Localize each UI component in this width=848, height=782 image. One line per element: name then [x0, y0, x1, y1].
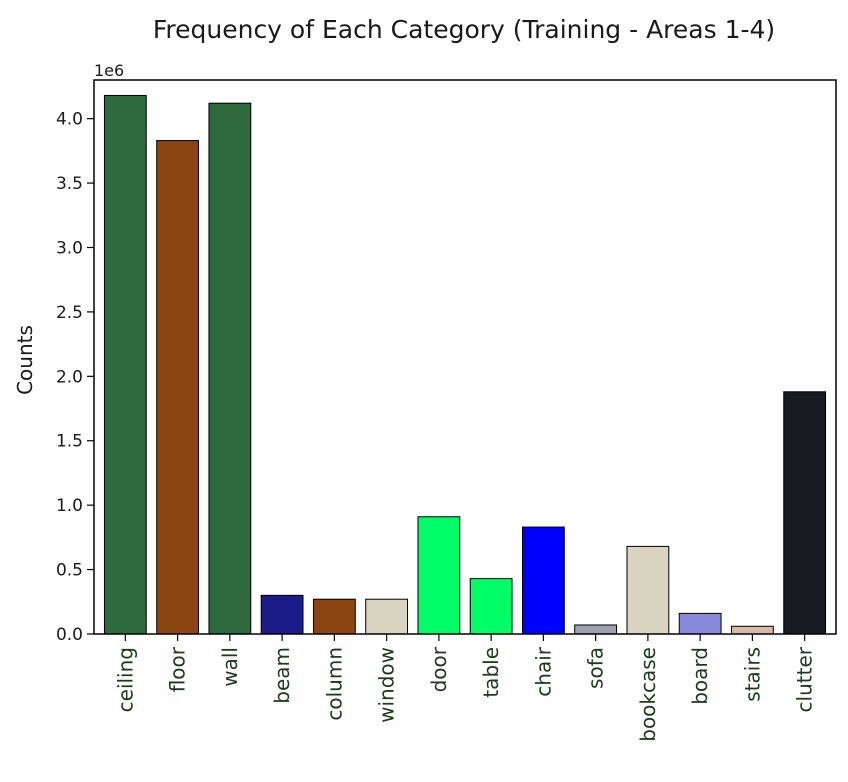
y-tick-label: 3.0 [56, 238, 83, 258]
bar-column [312, 598, 356, 635]
x-tick-label-chair: chair [531, 646, 555, 696]
x-tick-label-board: board [688, 647, 712, 705]
bar-wall [208, 102, 252, 635]
bar-door [417, 516, 461, 635]
bar-floor [156, 140, 200, 635]
x-tick-label-column: column [322, 647, 346, 721]
y-axis-scale-label: 1e6 [94, 61, 124, 80]
bar-table [469, 578, 513, 635]
y-tick-label: 2.0 [56, 367, 83, 387]
bar-stairs [730, 625, 774, 635]
bar-sofa [574, 624, 618, 635]
y-tick-label: 3.5 [56, 174, 83, 194]
y-tick-label: 4.0 [56, 110, 83, 130]
y-tick-label: 1.0 [56, 496, 83, 516]
x-tick-label-door: door [427, 646, 451, 692]
y-tick-label: 1.5 [56, 432, 83, 452]
x-tick-label-wall: wall [218, 647, 242, 687]
bar-clutter [783, 391, 827, 635]
x-tick-label-stairs: stairs [740, 647, 764, 702]
x-tick-label-table: table [479, 647, 503, 698]
x-tick-label-clutter: clutter [793, 646, 817, 712]
bar-beam [260, 594, 304, 635]
bars-layer [103, 94, 827, 635]
y-tick-label: 0.5 [56, 561, 83, 581]
bar-chair [521, 526, 565, 635]
y-tick-label: 0.0 [56, 625, 83, 645]
x-tick-label-floor: floor [166, 646, 190, 692]
x-axis-ticks: ceiling floor wall beam column window door tabl… [113, 634, 817, 742]
bar-board [678, 612, 722, 635]
y-tick-label: 2.5 [56, 303, 83, 323]
y-axis-ticks: 0.0 0.5 1.0 1.5 2.0 2.5 3.0 3.5 4.0 [56, 110, 94, 645]
x-tick-label-beam: beam [270, 647, 294, 704]
x-tick-label-sofa: sofa [584, 647, 608, 689]
bar-bookcase [626, 545, 670, 635]
bar-window [365, 598, 409, 635]
bar-ceiling [103, 94, 147, 635]
x-tick-label-ceiling: ceiling [113, 647, 137, 712]
plot-frame [93, 79, 837, 635]
y-axis-label: Counts [13, 325, 37, 395]
x-tick-label-window: window [375, 647, 399, 723]
chart-title: Frequency of Each Category (Training - A… [153, 15, 775, 44]
x-tick-label-bookcase: bookcase [636, 647, 660, 742]
